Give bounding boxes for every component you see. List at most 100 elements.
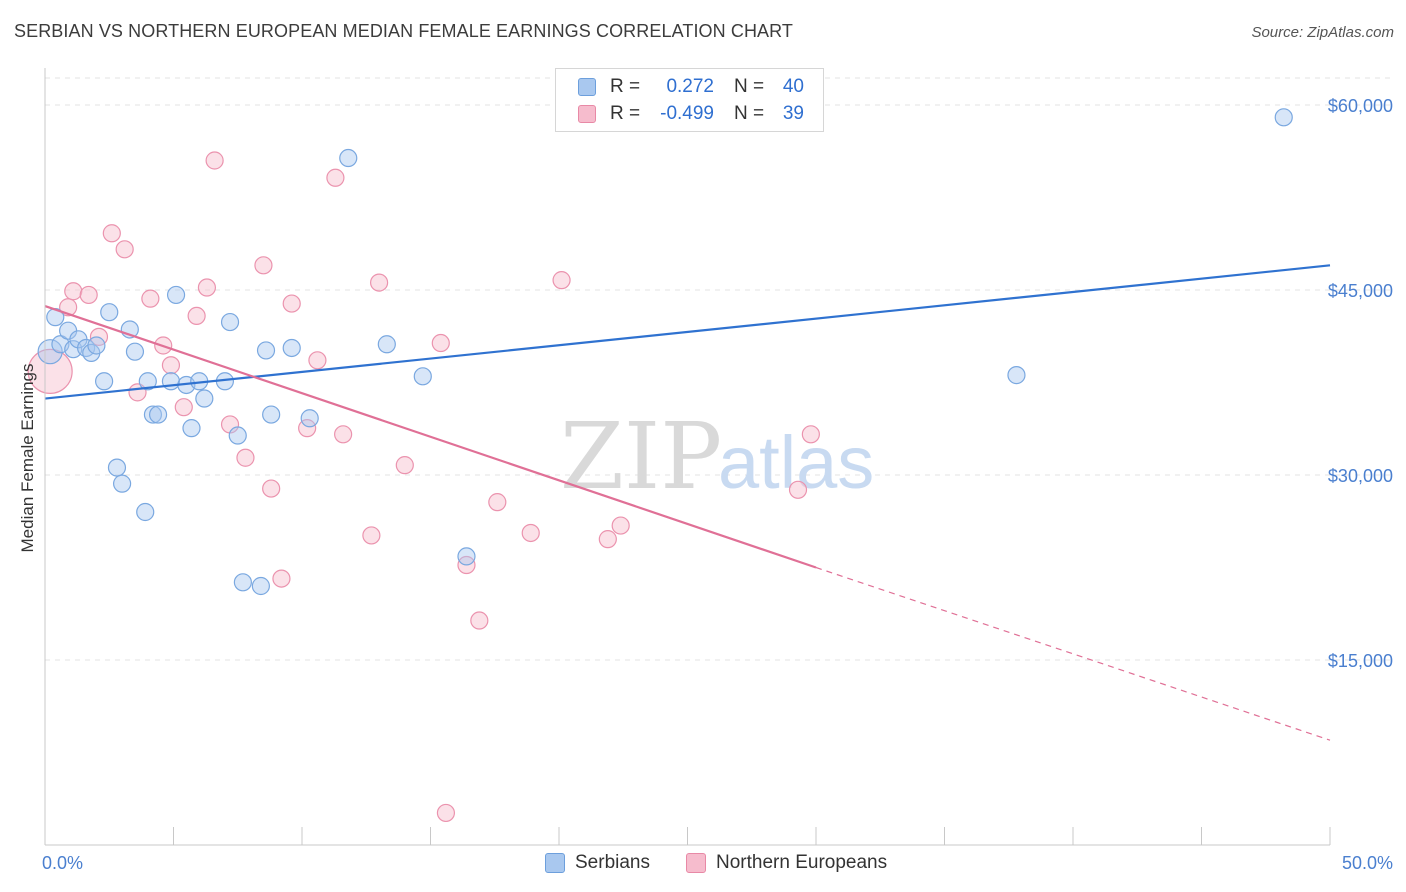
serbians-r-value: 0.272: [666, 76, 714, 97]
serbian-point: [161, 372, 181, 391]
serbian-point: [125, 342, 145, 361]
series-legend: Serbians Northern Europeans: [0, 852, 1406, 878]
serbian-points: [37, 108, 1293, 596]
northern-point: [197, 278, 217, 297]
northern-point: [282, 294, 301, 313]
serbians-legend-label: Serbians: [575, 852, 650, 873]
serbians-n-label: N =: [734, 76, 765, 97]
northern-point: [79, 285, 98, 305]
serbian-point: [1007, 366, 1026, 385]
y-tick-label: $60,000: [1328, 96, 1393, 116]
serbian-point: [457, 547, 476, 566]
serbian-point: [251, 576, 270, 596]
northern-point: [362, 526, 381, 545]
northern-point: [334, 425, 353, 444]
serbian-point: [87, 336, 106, 355]
serbian-point: [262, 405, 281, 424]
x-tick-label-max: 50.0%: [1342, 853, 1393, 873]
northern-point: [64, 282, 83, 301]
legend-row-northern: R = -0.499 N = 39: [578, 102, 804, 126]
serbian-point: [138, 372, 157, 391]
serbian-point: [136, 502, 155, 522]
northern-point: [470, 611, 489, 630]
serbians-swatch: [578, 78, 596, 96]
serbian-point: [166, 285, 186, 305]
serbian-point: [107, 458, 127, 477]
serbians-n-value: 40: [782, 76, 804, 97]
northern-points: [27, 151, 820, 823]
chart-title: SERBIAN VS NORTHERN EUROPEAN MEDIAN FEMA…: [14, 21, 794, 41]
serbian-point: [220, 312, 240, 332]
trend-lines: [44, 264, 1331, 741]
legend-item-northern[interactable]: Northern Europeans: [686, 852, 887, 874]
northern-n-value: 39: [782, 103, 804, 124]
y-tick-label: $15,000: [1328, 651, 1393, 671]
northern-point: [102, 224, 121, 243]
northern-point: [611, 516, 630, 535]
northern-point: [161, 356, 181, 375]
serbian-point: [195, 389, 214, 408]
serbian-point: [413, 367, 432, 386]
northern-point: [205, 151, 224, 170]
grid: [45, 77, 1394, 661]
serbian-point: [1274, 108, 1293, 127]
stats-legend: R = 0.272 N = 40 R = -0.499 N = 39: [555, 68, 824, 132]
northern-point: [436, 803, 456, 823]
serbian-point: [339, 148, 358, 168]
serbian-point: [64, 340, 83, 359]
northern-point: [488, 493, 507, 512]
serbian-point: [148, 405, 168, 424]
legend-row-serbians: R = 0.272 N = 40: [578, 75, 804, 99]
serbian-point: [100, 303, 119, 322]
serbian-point: [182, 419, 201, 438]
northern-r-value: -0.499: [660, 103, 714, 124]
northern-legend-swatch: [686, 853, 706, 873]
northern-point: [598, 530, 617, 549]
trend-line-0: [44, 264, 1331, 400]
northern-point: [308, 351, 327, 370]
northern-point: [431, 333, 450, 353]
legend-item-serbians[interactable]: Serbians: [545, 852, 650, 874]
serbian-point: [228, 426, 247, 445]
northern-point: [187, 306, 206, 325]
serbians-legend-swatch: [545, 853, 565, 873]
northern-point: [27, 348, 73, 394]
trend-line-1: [44, 304, 817, 569]
northern-point: [395, 456, 414, 475]
trend-line-extension-1: [815, 566, 1331, 741]
serbian-point: [95, 372, 114, 391]
serbian-point: [112, 474, 132, 493]
northern-swatch: [578, 105, 596, 123]
northern-point: [236, 448, 255, 467]
northern-point: [370, 273, 389, 292]
northern-point: [788, 480, 808, 499]
y-tick-label: $45,000: [1328, 281, 1393, 301]
northern-point: [801, 425, 820, 444]
source-label: Source: ZipAtlas.com: [1251, 24, 1394, 41]
northern-point: [254, 256, 273, 275]
northern-point: [262, 479, 281, 498]
serbian-point: [282, 338, 301, 358]
northern-point: [272, 569, 291, 588]
serbian-point: [377, 335, 396, 354]
northern-n-label: N =: [734, 103, 765, 124]
northern-point: [174, 398, 193, 417]
northern-point: [141, 289, 160, 308]
serbian-point: [256, 341, 276, 360]
northern-point: [521, 523, 540, 543]
serbian-point: [233, 573, 252, 592]
northern-point: [552, 271, 571, 290]
serbian-point: [143, 405, 163, 424]
watermark-atlas: atlas: [718, 421, 874, 504]
axes: $15,000 $30,000 $45,000 $60,000 0.0% 50.0%: [42, 68, 1393, 873]
y-axis-label: Median Female Earnings: [18, 364, 37, 553]
serbians-r-label: R =: [610, 76, 641, 97]
serbian-point: [37, 339, 63, 365]
watermark-zip: ZIP: [560, 403, 722, 510]
northern-point: [326, 168, 345, 187]
serbian-point: [300, 409, 319, 428]
y-tick-label: $30,000: [1328, 466, 1393, 486]
northern-r-label: R =: [610, 103, 641, 124]
x-tick-label-min: 0.0%: [42, 853, 83, 873]
